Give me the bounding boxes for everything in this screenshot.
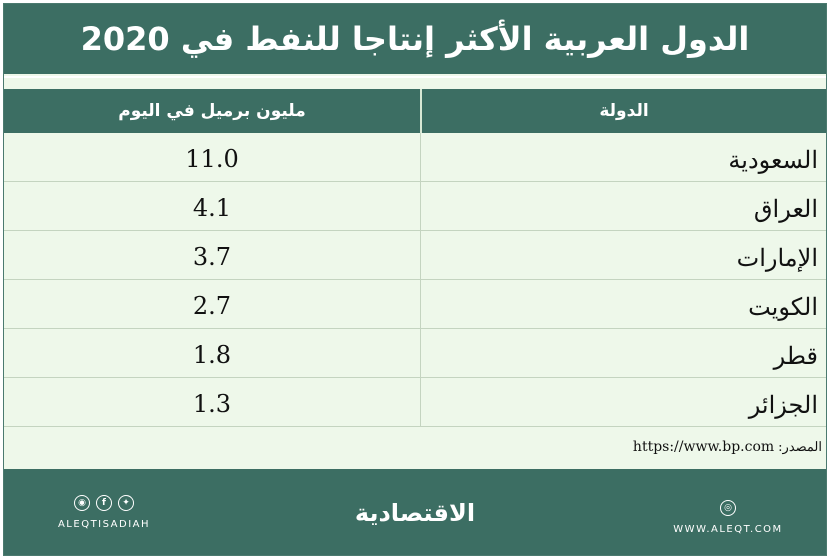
cell-country-name: الكويت <box>748 293 818 321</box>
cell-separator <box>420 182 421 230</box>
source-note: https://www.bp.com المصدر: <box>4 432 826 462</box>
cell-country-name: الإمارات <box>736 244 818 272</box>
title-divider <box>4 76 826 78</box>
cell-production-value: 4.1 <box>192 194 232 222</box>
globe-icon: ◎ <box>720 500 736 516</box>
footer-social: ◉ f ✦ ALEQTISADIAH <box>44 495 164 530</box>
cell-production-value: 3.7 <box>192 243 232 271</box>
page-title: الدول العربية الأكثر إنتاجا للنفط في 202… <box>80 20 750 58</box>
table-row: 1.3 الجزائر <box>4 378 826 427</box>
column-header-value: مليون برميل في اليوم <box>118 101 306 121</box>
cell-separator <box>420 378 421 426</box>
cell-production-value: 11.0 <box>185 145 239 173</box>
table-body: 11.0 السعودية 4.1 العراق 3.7 الإمارات 2.7 الكوي… <box>4 133 826 427</box>
cell-separator <box>420 329 421 377</box>
table-row: 4.1 العراق <box>4 182 826 231</box>
source-label: المصدر: <box>778 439 822 455</box>
facebook-icon[interactable]: f <box>96 495 112 511</box>
title-bar: الدول العربية الأكثر إنتاجا للنفط في 202… <box>4 4 826 74</box>
cell-country-name: العراق <box>753 195 818 223</box>
cell-country-name: الجزائر <box>748 391 818 419</box>
twitter-icon[interactable]: ✦ <box>118 495 134 511</box>
social-handle: ALEQTISADIAH <box>57 519 151 530</box>
infographic-card: الدول العربية الأكثر إنتاجا للنفط في 202… <box>3 3 827 556</box>
cell-production-value: 1.8 <box>192 341 232 369</box>
cell-separator <box>420 133 421 181</box>
table-row: 2.7 الكويت <box>4 280 826 329</box>
table-header: مليون برميل في اليوم الدولة <box>4 89 826 133</box>
table-row: 1.8 قطر <box>4 329 826 378</box>
brand-logo: الاقتصادية <box>354 499 476 527</box>
table-row: 3.7 الإمارات <box>4 231 826 280</box>
footer: ◉ f ✦ ALEQTISADIAH الاقتصادية ◎ WWW.ALEQ… <box>4 469 826 555</box>
footer-website: ◎ WWW.ALEQT.COM <box>668 495 788 535</box>
cell-country-name: قطر <box>773 342 818 370</box>
header-separator <box>420 89 422 133</box>
cell-production-value: 2.7 <box>192 292 232 320</box>
column-header-country: الدولة <box>599 101 649 121</box>
instagram-icon[interactable]: ◉ <box>74 495 90 511</box>
cell-production-value: 1.3 <box>192 390 232 418</box>
table-row: 11.0 السعودية <box>4 133 826 182</box>
website-link[interactable]: WWW.ALEQT.COM <box>673 524 783 535</box>
cell-country-name: السعودية <box>728 146 818 174</box>
source-url: https://www.bp.com <box>632 439 775 455</box>
cell-separator <box>420 231 421 279</box>
cell-separator <box>420 280 421 328</box>
